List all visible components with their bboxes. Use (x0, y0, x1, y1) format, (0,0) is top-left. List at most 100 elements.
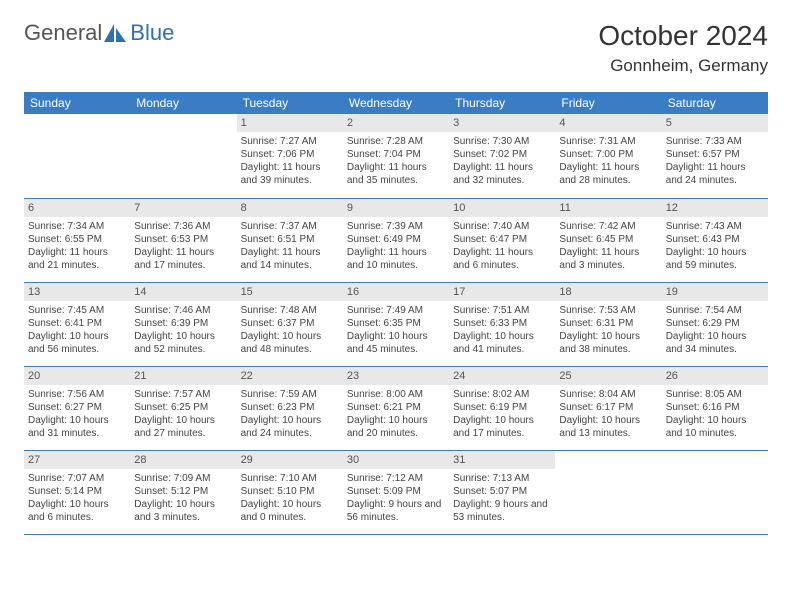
day-number: 14 (130, 283, 236, 301)
daylight-text: Daylight: 10 hours and 17 minutes. (453, 414, 551, 440)
sunset-text: Sunset: 6:29 PM (666, 317, 764, 330)
calendar-cell: 22Sunrise: 7:59 AMSunset: 6:23 PMDayligh… (237, 366, 343, 450)
logo-text-b: Blue (130, 20, 174, 46)
sunrise-text: Sunrise: 8:04 AM (559, 388, 657, 401)
calendar-cell: 18Sunrise: 7:53 AMSunset: 6:31 PMDayligh… (555, 282, 661, 366)
sunset-text: Sunset: 6:17 PM (559, 401, 657, 414)
calendar-row: 1Sunrise: 7:27 AMSunset: 7:06 PMDaylight… (24, 114, 768, 198)
daylight-text: Daylight: 10 hours and 24 minutes. (241, 414, 339, 440)
sunset-text: Sunset: 7:04 PM (347, 148, 445, 161)
sunset-text: Sunset: 7:06 PM (241, 148, 339, 161)
sunrise-text: Sunrise: 7:49 AM (347, 304, 445, 317)
calendar-cell: 13Sunrise: 7:45 AMSunset: 6:41 PMDayligh… (24, 282, 130, 366)
calendar-cell: 11Sunrise: 7:42 AMSunset: 6:45 PMDayligh… (555, 198, 661, 282)
day-number: 1 (237, 114, 343, 132)
title-block: October 2024 Gonnheim, Germany (598, 20, 768, 76)
day-number: 24 (449, 367, 555, 385)
sunrise-text: Sunrise: 7:57 AM (134, 388, 232, 401)
calendar-cell: 12Sunrise: 7:43 AMSunset: 6:43 PMDayligh… (662, 198, 768, 282)
day-number: 26 (662, 367, 768, 385)
daylight-text: Daylight: 10 hours and 34 minutes. (666, 330, 764, 356)
daylight-text: Daylight: 10 hours and 52 minutes. (134, 330, 232, 356)
daylight-text: Daylight: 11 hours and 3 minutes. (559, 246, 657, 272)
calendar-cell: 9Sunrise: 7:39 AMSunset: 6:49 PMDaylight… (343, 198, 449, 282)
day-number: 15 (237, 283, 343, 301)
calendar-cell (24, 114, 130, 198)
sunset-text: Sunset: 5:12 PM (134, 485, 232, 498)
day-number: 8 (237, 199, 343, 217)
sunset-text: Sunset: 6:25 PM (134, 401, 232, 414)
day-number: 7 (130, 199, 236, 217)
sunset-text: Sunset: 6:55 PM (28, 233, 126, 246)
calendar-cell: 19 Sunrise: 7:54 AMSunset: 6:29 PMDayligh… (662, 282, 768, 366)
sunrise-text: Sunrise: 7:12 AM (347, 472, 445, 485)
daylight-text: Daylight: 11 hours and 10 minutes. (347, 246, 445, 272)
sunrise-text: Sunrise: 7:42 AM (559, 220, 657, 233)
sunset-text: Sunset: 6:41 PM (28, 317, 126, 330)
calendar-row: 27Sunrise: 7:07 AMSunset: 5:14 PMDayligh… (24, 450, 768, 534)
sunset-text: Sunset: 5:09 PM (347, 485, 445, 498)
calendar-cell: 27Sunrise: 7:07 AMSunset: 5:14 PMDayligh… (24, 450, 130, 534)
sunrise-text: Sunrise: 7:27 AM (241, 135, 339, 148)
day-number: 12 (662, 199, 768, 217)
sunrise-text: Sunrise: 7:37 AM (241, 220, 339, 233)
sunset-text: Sunset: 6:35 PM (347, 317, 445, 330)
sunset-text: Sunset: 6:16 PM (666, 401, 764, 414)
daylight-text: Daylight: 9 hours and 56 minutes. (347, 498, 445, 524)
daylight-text: Daylight: 11 hours and 14 minutes. (241, 246, 339, 272)
sunrise-text: Sunrise: 7:56 AM (28, 388, 126, 401)
calendar-cell: 25Sunrise: 8:04 AMSunset: 6:17 PMDayligh… (555, 366, 661, 450)
sunset-text: Sunset: 5:14 PM (28, 485, 126, 498)
daylight-text: Daylight: 11 hours and 6 minutes. (453, 246, 551, 272)
weekday-header: Tuesday (237, 92, 343, 114)
day-number: 19 (662, 283, 768, 301)
sunrise-text: Sunrise: 7:39 AM (347, 220, 445, 233)
sunrise-text: Sunrise: 7:54 AM (666, 304, 764, 317)
sunset-text: Sunset: 6:37 PM (241, 317, 339, 330)
sunrise-text: Sunrise: 8:05 AM (666, 388, 764, 401)
sunrise-text: Sunrise: 8:02 AM (453, 388, 551, 401)
sunrise-text: Sunrise: 7:31 AM (559, 135, 657, 148)
day-number: 29 (237, 451, 343, 469)
daylight-text: Daylight: 10 hours and 41 minutes. (453, 330, 551, 356)
calendar-cell: 2Sunrise: 7:28 AMSunset: 7:04 PMDaylight… (343, 114, 449, 198)
sunset-text: Sunset: 5:10 PM (241, 485, 339, 498)
day-number: 25 (555, 367, 661, 385)
calendar-table: Sunday Monday Tuesday Wednesday Thursday… (24, 92, 768, 535)
sunrise-text: Sunrise: 7:09 AM (134, 472, 232, 485)
calendar-cell (662, 450, 768, 534)
day-number: 27 (24, 451, 130, 469)
logo-text-a: General (24, 20, 102, 46)
calendar-row: 6Sunrise: 7:34 AMSunset: 6:55 PMDaylight… (24, 198, 768, 282)
weekday-header: Saturday (662, 92, 768, 114)
logo: General Blue (24, 20, 174, 46)
day-number: 21 (130, 367, 236, 385)
daylight-text: Daylight: 10 hours and 20 minutes. (347, 414, 445, 440)
day-number: 3 (449, 114, 555, 132)
page-title: October 2024 (598, 20, 768, 52)
daylight-text: Daylight: 10 hours and 27 minutes. (134, 414, 232, 440)
day-number: 23 (343, 367, 449, 385)
day-number: 17 (449, 283, 555, 301)
sunrise-text: Sunrise: 7:46 AM (134, 304, 232, 317)
weekday-header: Friday (555, 92, 661, 114)
location-label: Gonnheim, Germany (598, 56, 768, 76)
day-number: 31 (449, 451, 555, 469)
daylight-text: Daylight: 11 hours and 39 minutes. (241, 161, 339, 187)
sunrise-text: Sunrise: 7:10 AM (241, 472, 339, 485)
day-number: 18 (555, 283, 661, 301)
sunset-text: Sunset: 6:53 PM (134, 233, 232, 246)
sunrise-text: Sunrise: 7:59 AM (241, 388, 339, 401)
day-number: 30 (343, 451, 449, 469)
daylight-text: Daylight: 11 hours and 24 minutes. (666, 161, 764, 187)
day-number: 20 (24, 367, 130, 385)
day-number: 13 (24, 283, 130, 301)
weekday-header-row: Sunday Monday Tuesday Wednesday Thursday… (24, 92, 768, 114)
calendar-cell: 4Sunrise: 7:31 AMSunset: 7:00 PMDaylight… (555, 114, 661, 198)
day-number: 2 (343, 114, 449, 132)
calendar-cell: 29Sunrise: 7:10 AMSunset: 5:10 PMDayligh… (237, 450, 343, 534)
calendar-row: 13Sunrise: 7:45 AMSunset: 6:41 PMDayligh… (24, 282, 768, 366)
sail-icon (104, 24, 128, 42)
calendar-cell: 31Sunrise: 7:13 AMSunset: 5:07 PMDayligh… (449, 450, 555, 534)
weekday-header: Monday (130, 92, 236, 114)
